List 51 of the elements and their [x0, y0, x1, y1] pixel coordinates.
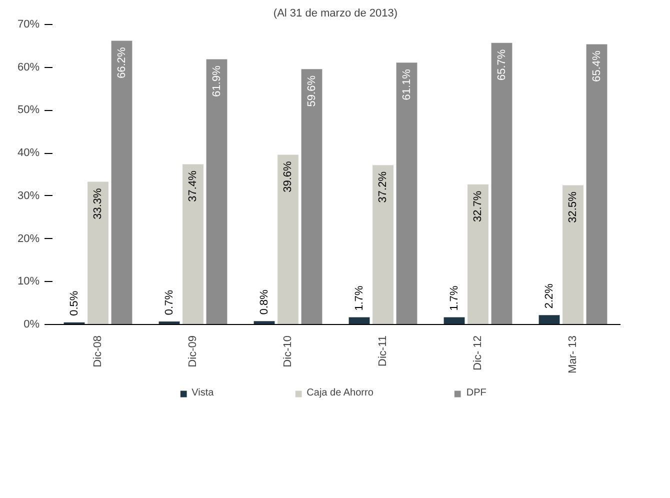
y-tick-label: 0% — [24, 318, 40, 330]
x-tick-label: Dic-08 — [92, 335, 104, 368]
y-tick-label: 10% — [17, 276, 40, 288]
bar — [372, 165, 394, 324]
data-label: 1.7% — [448, 285, 460, 311]
data-label: 2.2% — [543, 283, 556, 309]
data-label: 61.9% — [210, 65, 223, 97]
data-label: 65.4% — [590, 50, 603, 82]
bar — [396, 62, 418, 324]
y-tick-label: 30% — [17, 190, 40, 202]
data-label: 1.7% — [353, 285, 366, 311]
data-label: 37.2% — [377, 171, 389, 203]
bar — [111, 40, 132, 324]
data-label: 0.8% — [258, 289, 270, 315]
legend-label: Caja de Ahorro — [306, 388, 374, 398]
data-label: 39.6% — [282, 160, 294, 192]
data-label: 32.5% — [567, 191, 579, 223]
bar — [444, 317, 465, 324]
data-label: 61.1% — [400, 68, 413, 100]
data-label: 0.7% — [163, 290, 176, 316]
data-label: 66.2% — [116, 46, 128, 78]
legend-label: DPF — [466, 388, 486, 398]
x-tick-label: Dic-09 — [187, 335, 199, 368]
data-label: 0.5% — [68, 290, 80, 316]
data-label: 59.6% — [306, 75, 318, 107]
chart-title: (Al 31 de marzo de 2013) — [273, 8, 398, 20]
data-label: 32.7% — [472, 190, 484, 222]
y-tick-label: 50% — [17, 104, 40, 116]
data-label: 65.7% — [496, 49, 508, 81]
bar — [538, 315, 560, 324]
x-tick-label: Mar- 13 — [567, 335, 579, 374]
bar — [348, 317, 370, 324]
bar — [301, 69, 322, 324]
x-tick-label: Dic- 12 — [472, 336, 484, 370]
y-tick-label: 40% — [17, 147, 40, 160]
bar — [182, 164, 204, 324]
bar — [468, 184, 488, 324]
y-tick-label: 60% — [17, 61, 40, 74]
bar — [206, 59, 228, 324]
data-label: 37.4% — [187, 170, 199, 202]
y-tick-label: 20% — [17, 232, 40, 245]
bar — [278, 154, 298, 324]
x-tick-label: Dic-10 — [282, 335, 294, 368]
bar — [586, 44, 608, 324]
bar — [562, 185, 584, 324]
x-tick-label: Dic-11 — [377, 335, 389, 366]
bar — [88, 182, 108, 324]
legend-label: Vista — [192, 388, 214, 398]
bar — [491, 42, 512, 324]
y-tick-label: 70% — [17, 18, 40, 30]
data-label: 33.3% — [92, 188, 104, 220]
